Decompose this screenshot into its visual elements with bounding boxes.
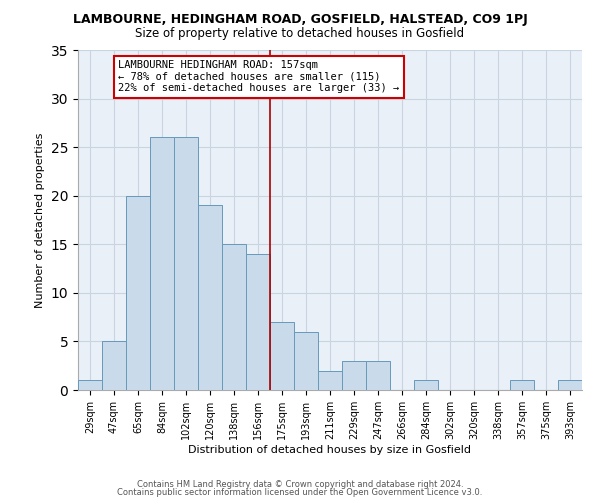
Bar — [294, 332, 318, 390]
Text: LAMBOURNE HEDINGHAM ROAD: 157sqm
← 78% of detached houses are smaller (115)
22% : LAMBOURNE HEDINGHAM ROAD: 157sqm ← 78% o… — [118, 60, 400, 94]
Bar — [558, 380, 582, 390]
Bar — [174, 138, 198, 390]
Bar — [126, 196, 150, 390]
Bar — [270, 322, 294, 390]
Text: LAMBOURNE, HEDINGHAM ROAD, GOSFIELD, HALSTEAD, CO9 1PJ: LAMBOURNE, HEDINGHAM ROAD, GOSFIELD, HAL… — [73, 12, 527, 26]
Bar — [150, 138, 174, 390]
Y-axis label: Number of detached properties: Number of detached properties — [35, 132, 45, 308]
Text: Contains HM Land Registry data © Crown copyright and database right 2024.: Contains HM Land Registry data © Crown c… — [137, 480, 463, 489]
Bar — [510, 380, 534, 390]
Bar — [246, 254, 270, 390]
Bar — [102, 342, 126, 390]
Bar — [342, 361, 366, 390]
Text: Size of property relative to detached houses in Gosfield: Size of property relative to detached ho… — [136, 28, 464, 40]
Text: Contains public sector information licensed under the Open Government Licence v3: Contains public sector information licen… — [118, 488, 482, 497]
Bar — [198, 206, 222, 390]
Bar — [78, 380, 102, 390]
Bar — [318, 370, 342, 390]
Bar — [366, 361, 390, 390]
X-axis label: Distribution of detached houses by size in Gosfield: Distribution of detached houses by size … — [188, 444, 472, 454]
Bar — [222, 244, 246, 390]
Bar — [414, 380, 438, 390]
